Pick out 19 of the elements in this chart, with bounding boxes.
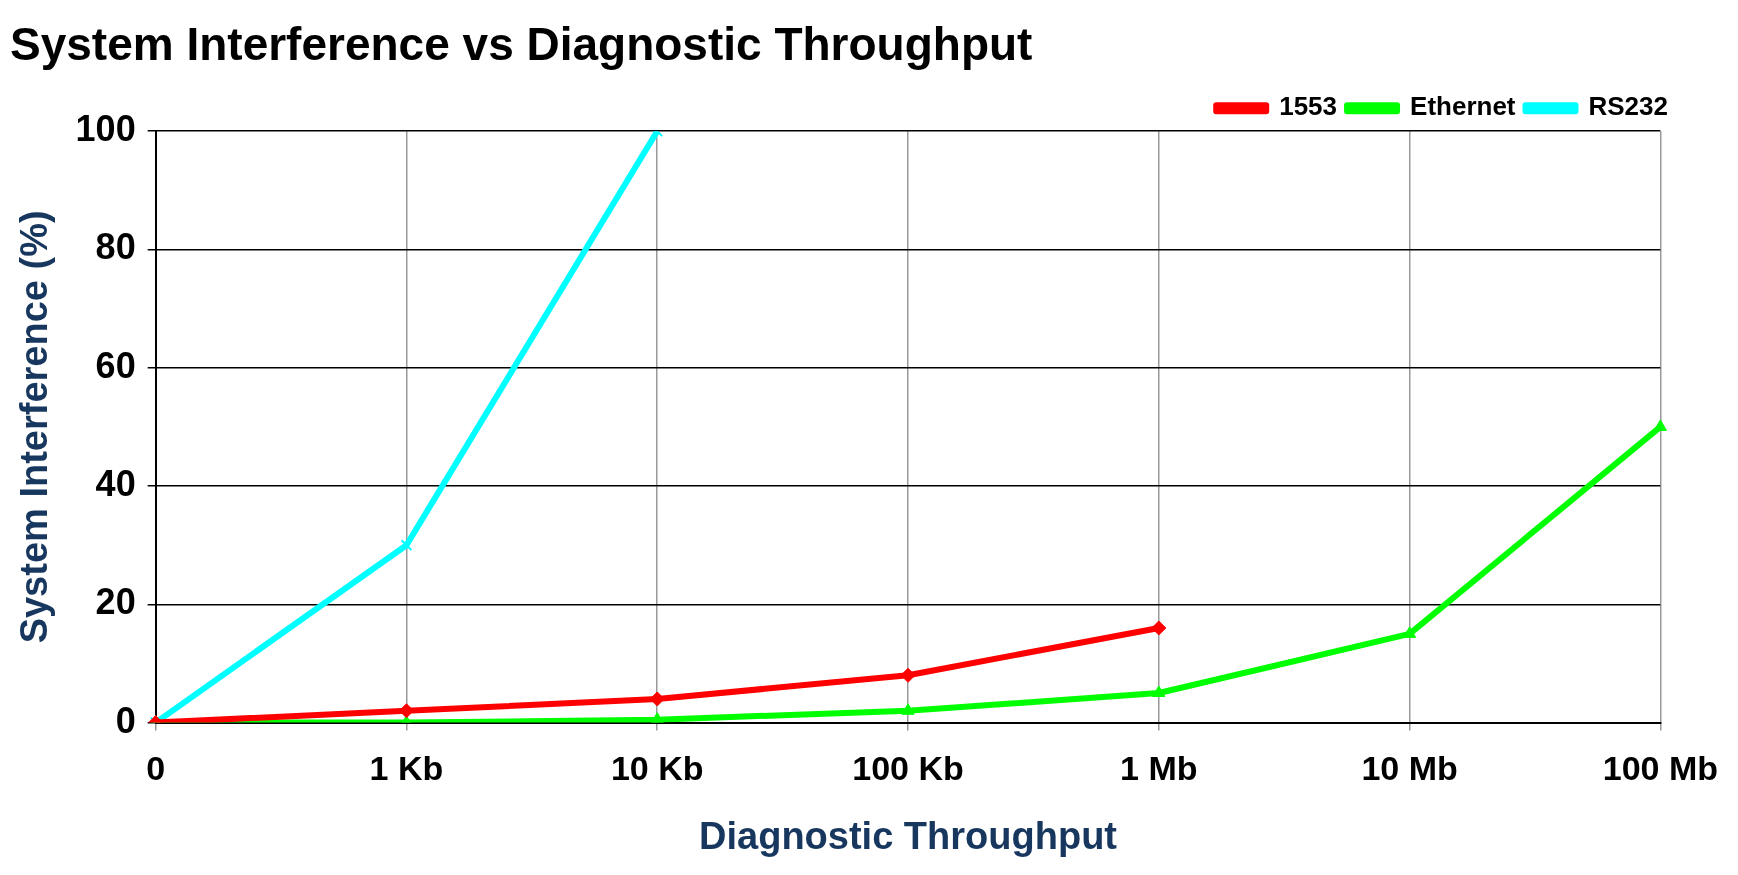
x-tick-label: 1 Mb <box>1120 749 1198 788</box>
x-tick-label: 1 Kb <box>369 749 444 788</box>
x-tick-label: 100 Kb <box>852 749 964 788</box>
y-tick-label: 20 <box>95 581 136 623</box>
x-tick-label: 0 <box>146 749 166 788</box>
x-tick-label: 10 Mb <box>1361 749 1458 788</box>
y-axis-title: System Interference (%) <box>13 210 56 644</box>
legend-label: 1553 <box>1279 91 1338 122</box>
legend-label: Ethernet <box>1410 91 1516 122</box>
y-tick-label: 100 <box>75 108 136 150</box>
chart-title: System Interference vs Diagnostic Throughput <box>10 18 1033 71</box>
x-tick-label: 10 Kb <box>610 749 704 788</box>
y-tick-label: 80 <box>95 226 136 268</box>
legend-label: RS232 <box>1588 91 1668 122</box>
y-tick-label: 40 <box>95 462 136 504</box>
x-axis-title: Diagnostic Throughput <box>699 814 1118 857</box>
y-tick-label: 60 <box>95 344 136 386</box>
y-tick-label: 0 <box>115 699 136 741</box>
x-tick-label: 100 Mb <box>1602 749 1718 788</box>
